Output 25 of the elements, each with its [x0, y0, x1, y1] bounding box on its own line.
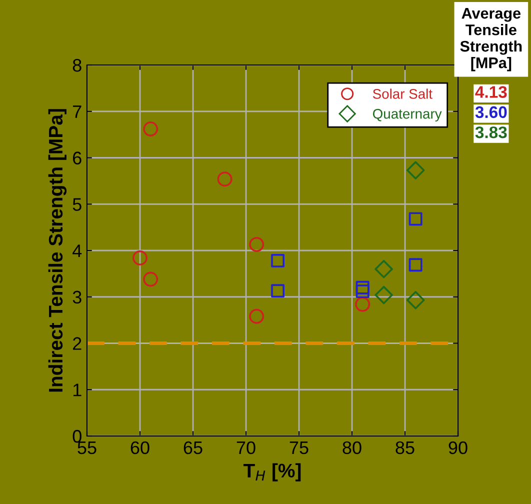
x-tick-label: 85	[396, 441, 414, 454]
y-tick-label: 0	[72, 430, 82, 443]
y-tick-label: 8	[72, 58, 82, 72]
text: 3.60	[475, 106, 507, 118]
y-tick-label: 7	[73, 105, 82, 118]
y-tick-label: 5	[72, 198, 82, 211]
text: 3.83	[475, 126, 507, 138]
x-tick-label: 90	[448, 441, 468, 454]
x-tick-label: 65	[184, 441, 202, 454]
y-tick-label: 3	[72, 290, 82, 304]
legend-label: Quaternary	[372, 108, 442, 122]
y-tick-label: 1	[73, 384, 82, 396]
x-tick-label: 80	[342, 441, 362, 454]
legend-label: Solar Salt	[372, 88, 432, 99]
y-tick-label: 4	[72, 244, 82, 258]
text: Average Tensile Strength [MPa]	[460, 8, 522, 72]
x-axis-title: T$_{H}$ [%]	[243, 463, 301, 482]
text: 4.13	[475, 86, 507, 98]
x-tick-label: 55	[78, 442, 96, 454]
y-tick-label: 2	[73, 337, 82, 350]
y-axis-title: Indirect Tensile Strength [MPa]	[48, 109, 67, 392]
x-tick-label: 60	[130, 441, 150, 454]
x-tick-label: 75	[290, 442, 308, 454]
y-tick-label: 6	[73, 152, 82, 164]
x-tick-label: 70	[236, 441, 256, 454]
